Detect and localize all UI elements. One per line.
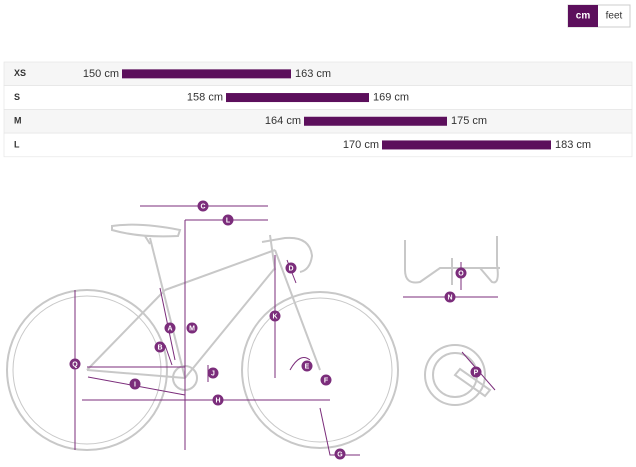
range-from: 170 cm xyxy=(343,139,379,151)
dimensions xyxy=(74,205,498,456)
dimension-label: A xyxy=(167,325,172,332)
dimension-label: B xyxy=(157,344,162,351)
unit-cm[interactable]: cm xyxy=(576,11,591,22)
range-from: 158 cm xyxy=(187,91,223,103)
dimension-label: H xyxy=(215,397,220,404)
dimension-label: P xyxy=(474,369,479,376)
label-badge xyxy=(444,291,456,303)
label-badge xyxy=(334,448,346,460)
chainring xyxy=(424,344,486,406)
unit-cm-button[interactable] xyxy=(568,5,598,27)
dimension-label: E xyxy=(305,363,310,370)
dimension-label: O xyxy=(458,270,464,277)
range-to: 183 cm xyxy=(555,139,591,151)
dimension-label: F xyxy=(324,377,329,384)
crank-arm xyxy=(453,367,492,398)
dimension-label: N xyxy=(447,294,452,301)
unit-feet[interactable]: feet xyxy=(606,11,623,22)
label-badge xyxy=(320,374,332,386)
range-from: 150 cm xyxy=(83,68,119,80)
bike-drawing xyxy=(6,223,500,451)
size-name: S xyxy=(14,92,20,102)
range-to: 169 cm xyxy=(373,91,409,103)
front-rim xyxy=(247,297,393,443)
size-name: XS xyxy=(14,68,26,78)
label-badge xyxy=(269,310,281,322)
size-row xyxy=(3,132,633,158)
label-badge xyxy=(129,378,141,390)
dimension-label: M xyxy=(189,325,195,332)
label-badge xyxy=(455,267,467,279)
dimension-label: I xyxy=(134,381,136,388)
label-badge xyxy=(186,322,198,334)
label-badge xyxy=(470,366,482,378)
dimension-label: G xyxy=(337,451,343,458)
label-badge xyxy=(197,200,209,212)
rear-rim xyxy=(12,295,162,445)
dimension-label: K xyxy=(272,313,277,320)
range-to: 163 cm xyxy=(295,68,331,80)
label-badge xyxy=(69,358,81,370)
size-name: M xyxy=(14,116,22,126)
height-range-bar xyxy=(382,140,551,150)
range-to: 175 cm xyxy=(451,115,487,127)
label-badge xyxy=(285,262,297,274)
label-badge xyxy=(222,214,234,226)
frame xyxy=(86,234,321,379)
dimension-label: Q xyxy=(72,361,78,368)
saddle xyxy=(111,223,182,245)
dimension-label: D xyxy=(288,265,293,272)
size-name: L xyxy=(14,139,20,149)
label-badge xyxy=(212,394,224,406)
height-range-bar xyxy=(226,93,369,103)
dimension-lines xyxy=(74,205,498,456)
dimension-label: C xyxy=(200,203,205,210)
range-from: 164 cm xyxy=(265,115,301,127)
height-range-bar xyxy=(122,69,291,79)
height-range-bar xyxy=(304,116,447,126)
label-badge xyxy=(154,341,166,353)
label-badge xyxy=(207,367,219,379)
size-table: XS 150 cm 163 cm S 158 cm 169 cm M 164 cm 175 cm… xyxy=(3,61,633,158)
front-wheel xyxy=(241,291,399,449)
dimension-label: L xyxy=(226,217,231,224)
dimension-labels: C L D K M A B E J F I H G Q O N P xyxy=(69,200,482,460)
rear-wheel xyxy=(6,289,168,451)
handlebar-top-view xyxy=(404,236,500,285)
dimension-label: J xyxy=(211,370,215,377)
label-badge xyxy=(301,360,313,372)
label-badge xyxy=(164,322,176,334)
handlebar xyxy=(261,236,314,273)
